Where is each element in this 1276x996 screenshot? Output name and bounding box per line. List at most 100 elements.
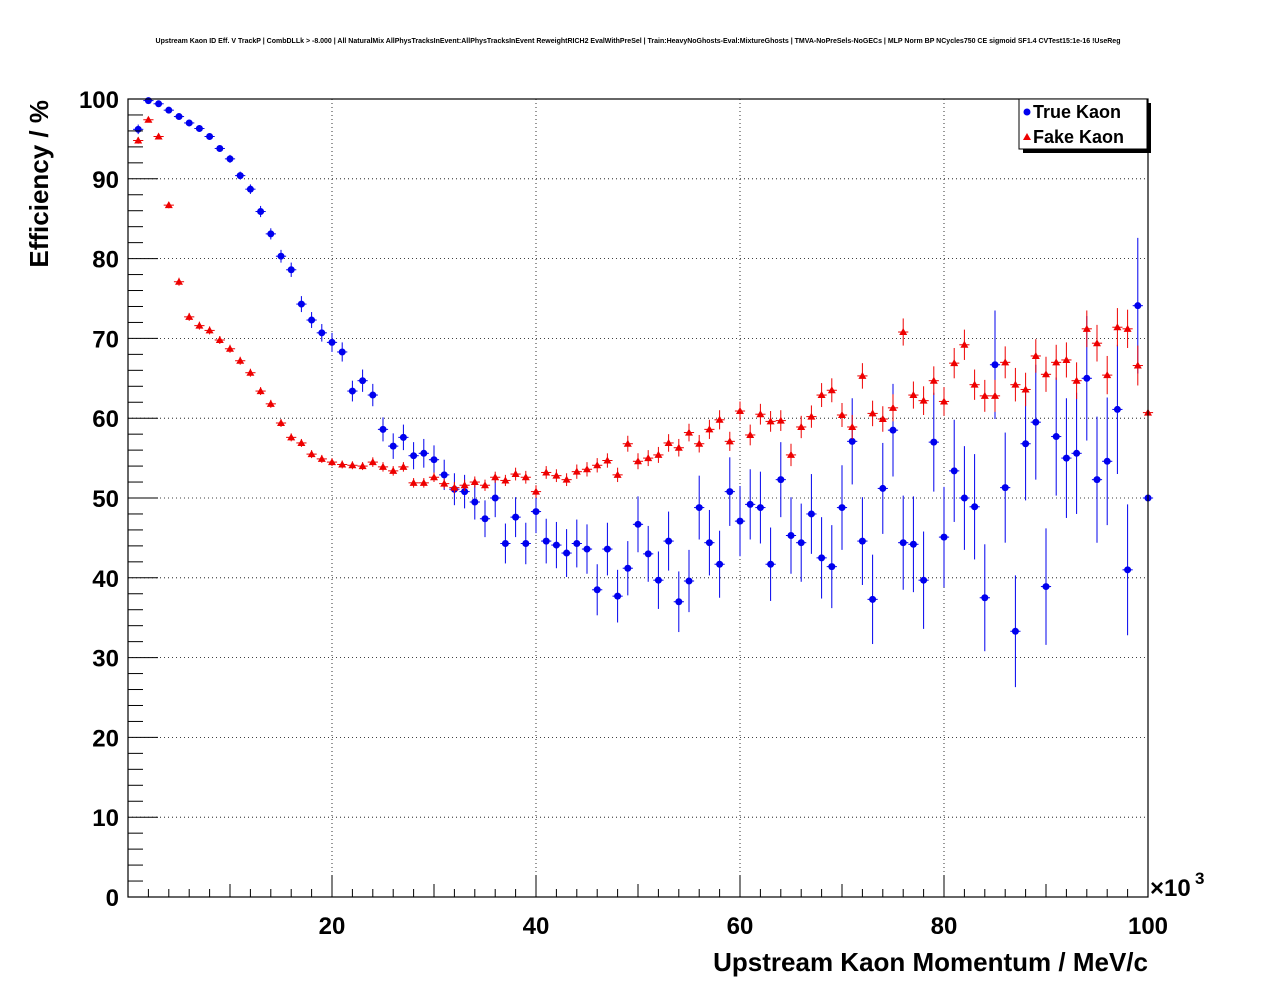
data-point (155, 100, 163, 108)
data-point (307, 450, 316, 458)
data-point (1113, 323, 1122, 331)
data-point (817, 391, 826, 399)
data-point (511, 470, 520, 478)
data-point (1011, 380, 1020, 388)
data-point (858, 537, 866, 545)
data-point (797, 422, 806, 430)
data-point (460, 481, 469, 489)
data-point (930, 438, 938, 446)
data-point (777, 476, 785, 484)
data-point (501, 539, 509, 547)
data-point (154, 132, 163, 140)
data-point (950, 359, 959, 367)
chart-title: Upstream Kaon ID Eff. V TrackP | CombDLL… (156, 38, 1121, 45)
data-point (409, 478, 418, 486)
data-point (358, 462, 367, 470)
data-point (909, 391, 918, 399)
data-point (695, 504, 703, 512)
data-point (807, 412, 816, 420)
data-point (644, 550, 652, 558)
data-point (470, 478, 479, 486)
data-point (776, 416, 785, 424)
data-point (267, 230, 275, 238)
data-point (634, 520, 642, 528)
data-point (868, 409, 877, 417)
data-point (266, 399, 275, 407)
data-point (379, 462, 387, 470)
data-point (226, 155, 234, 163)
data-point (1032, 418, 1040, 426)
y-tick-label: 90 (92, 167, 119, 194)
data-point (359, 377, 367, 385)
data-point (950, 467, 958, 475)
data-point (236, 356, 245, 364)
y-tick-label: 80 (92, 247, 119, 274)
data-point (501, 476, 510, 484)
data-point (430, 473, 438, 481)
data-point (318, 329, 326, 337)
data-point (899, 539, 907, 547)
data-point (257, 208, 265, 216)
data-point (848, 422, 857, 430)
legend-label-true-kaon: True Kaon (1033, 102, 1121, 122)
data-point (715, 415, 724, 423)
data-point (593, 461, 602, 469)
y-tick-label: 40 (92, 566, 119, 593)
data-point (1021, 385, 1030, 393)
data-point (736, 517, 744, 525)
data-point (766, 417, 775, 425)
data-point (185, 119, 193, 127)
data-point (419, 478, 428, 486)
data-point (1001, 484, 1009, 492)
data-point (1113, 405, 1121, 413)
data-point (522, 539, 530, 547)
data-point (603, 456, 612, 464)
data-point (1022, 440, 1030, 448)
data-point (970, 380, 979, 388)
data-point (338, 460, 347, 468)
data-point (226, 344, 234, 352)
data-point (542, 468, 551, 476)
data-point (573, 539, 581, 547)
data-point (521, 473, 530, 481)
data-point (552, 471, 561, 479)
data-point (297, 438, 306, 446)
series-fake-kaon (133, 115, 1154, 498)
data-point (491, 473, 500, 481)
data-point (756, 504, 764, 512)
data-point (919, 396, 928, 404)
series-true-kaon (133, 97, 1154, 688)
data-point (1062, 355, 1071, 363)
series-layer (133, 97, 1154, 688)
data-point (960, 494, 968, 502)
data-point (216, 144, 224, 152)
data-point (818, 554, 826, 562)
data-point (1031, 351, 1040, 359)
data-point (583, 545, 591, 553)
data-point (195, 321, 204, 329)
data-point (481, 481, 489, 489)
data-point (185, 312, 194, 320)
y-tick-label: 20 (92, 725, 119, 752)
x-tick-label: 80 (931, 913, 958, 940)
data-point (736, 407, 744, 415)
data-point (1082, 324, 1091, 332)
data-point (317, 454, 326, 462)
data-point (858, 371, 867, 379)
data-point (746, 500, 754, 508)
axes: 20 40 60 80 100 0 10 20 30 40 50 60 70 80 90 100 (79, 87, 1168, 940)
data-point (389, 442, 397, 450)
x-axis-multiplier-exponent: 3 (1195, 869, 1204, 888)
y-tick-label: 0 (106, 885, 119, 912)
data-point (613, 470, 622, 478)
data-point (878, 414, 887, 422)
data-point (532, 508, 540, 516)
y-tick-label: 10 (92, 805, 119, 832)
data-point (807, 510, 815, 518)
data-point (787, 532, 795, 540)
data-point (991, 361, 999, 369)
data-point (328, 458, 336, 466)
data-point (1073, 449, 1081, 457)
